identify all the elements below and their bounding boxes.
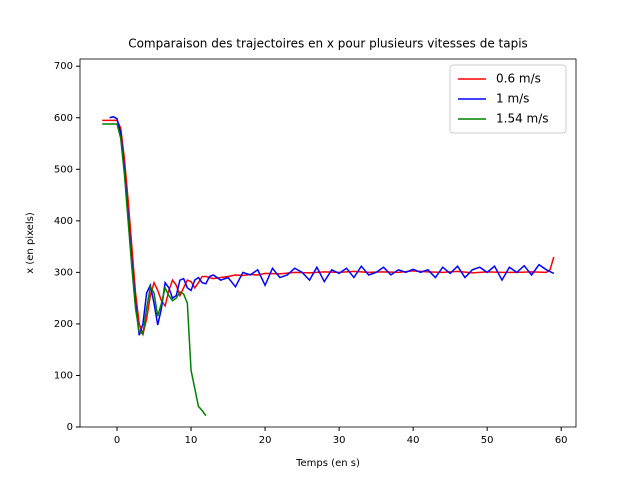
- data-line: [102, 123, 207, 417]
- y-tick-label: 200: [54, 319, 73, 330]
- plot-frame: [79, 58, 577, 428]
- y-tick-label: 600: [54, 113, 73, 124]
- legend-box: [449, 64, 567, 134]
- data-line: [109, 115, 555, 336]
- legend-label: 0.6 m/s: [496, 72, 541, 86]
- y-axis-label: x (en pixels): [25, 212, 36, 274]
- y-tick-label: 400: [54, 216, 73, 227]
- legend-label: 1.54 m/s: [496, 112, 549, 126]
- x-tick-label: 30: [333, 435, 346, 446]
- chart-title: Comparaison des trajectoires en x pour p…: [128, 37, 528, 51]
- x-tick-label: 0: [114, 435, 120, 446]
- legend-label: 1 m/s: [496, 92, 529, 106]
- x-tick-label: 20: [259, 435, 272, 446]
- x-tick-label: 50: [481, 435, 494, 446]
- y-tick-label: 0: [67, 422, 73, 433]
- y-tick-label: 300: [54, 267, 73, 278]
- x-tick-label: 10: [185, 435, 198, 446]
- y-tick-label: 700: [54, 61, 73, 72]
- x-axis-label: Temps (en s): [295, 458, 360, 469]
- x-tick-label: 40: [407, 435, 420, 446]
- x-tick-label: 60: [555, 435, 568, 446]
- y-tick-label: 500: [54, 164, 73, 175]
- y-tick-label: 100: [54, 370, 73, 381]
